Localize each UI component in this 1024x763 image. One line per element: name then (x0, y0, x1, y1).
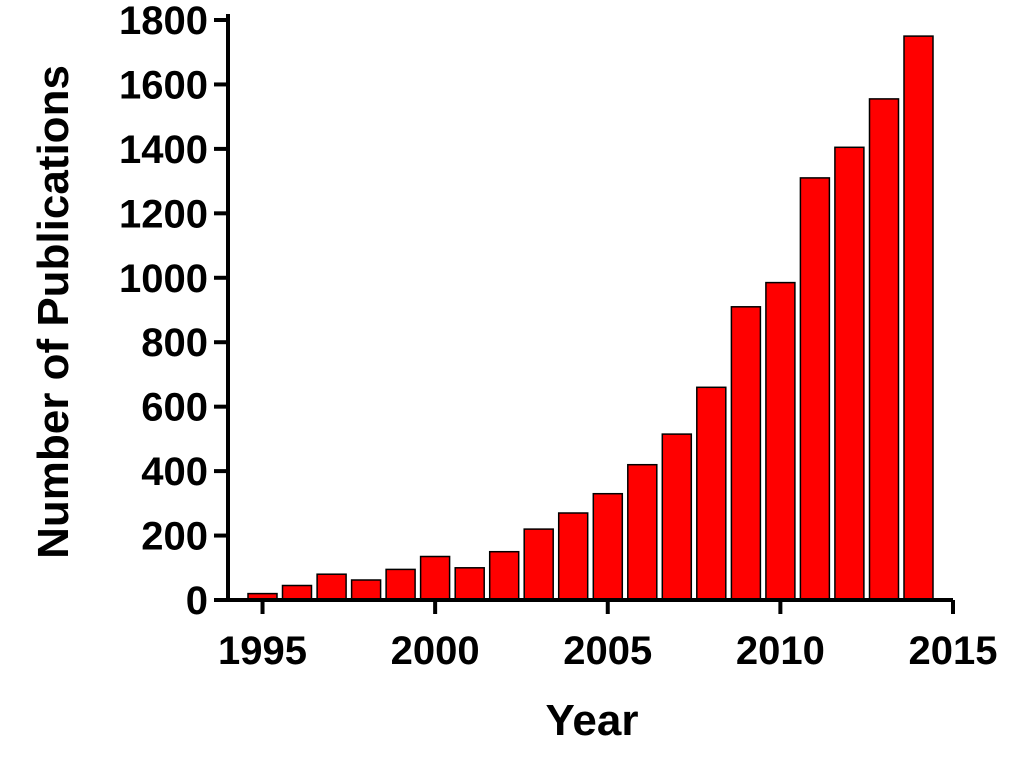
bar-2008 (696, 386, 727, 601)
y-axis-title: Number of Publications (29, 65, 78, 559)
y-tick-label: 600 (141, 386, 208, 430)
bar-1998 (350, 579, 382, 601)
y-axis-ticks: 0 200 400 600 800 1000 1200 1400 1600 1800 (119, 0, 228, 623)
bar-2013 (868, 98, 900, 601)
y-tick-label: 400 (141, 450, 208, 494)
bar-2005 (592, 492, 624, 601)
bar-2014 (903, 35, 934, 601)
bar-2011 (799, 177, 831, 601)
bar-2007 (661, 433, 693, 601)
y-tick-label: 1200 (119, 192, 208, 236)
x-tick-label: 2015 (909, 629, 998, 673)
bars (247, 35, 934, 601)
plot-area: 0 200 400 600 800 1000 1200 1400 1600 1800 1995 20… (119, 0, 997, 673)
x-tick-label: 2010 (736, 629, 825, 673)
y-tick-label: 1800 (119, 0, 208, 43)
bar-2004 (557, 512, 589, 601)
x-tick-label: 2000 (391, 629, 480, 673)
bar-1996 (281, 584, 313, 601)
bar-2012 (834, 146, 865, 601)
y-tick-label: 0 (186, 579, 208, 623)
x-tick-label: 2005 (563, 629, 652, 673)
bar-1997 (316, 573, 347, 601)
y-tick-label: 800 (141, 321, 208, 365)
y-tick-label: 1600 (119, 63, 208, 107)
x-axis-title: Year (546, 696, 639, 745)
bar-2006 (627, 463, 658, 601)
bar-1999 (385, 568, 416, 601)
bar-2010 (765, 281, 796, 601)
bar-2002 (488, 550, 520, 601)
bar-2009 (730, 306, 762, 601)
x-tick-label: 1995 (218, 629, 307, 673)
bar-2003 (523, 528, 554, 601)
bar-2001 (454, 567, 485, 601)
y-tick-label: 1400 (119, 128, 208, 172)
y-tick-label: 200 (141, 515, 208, 559)
bar-2000 (419, 555, 451, 601)
y-tick-label: 1000 (119, 257, 208, 301)
x-axis-ticks: 1995 2000 2005 2010 2015 (218, 600, 997, 673)
